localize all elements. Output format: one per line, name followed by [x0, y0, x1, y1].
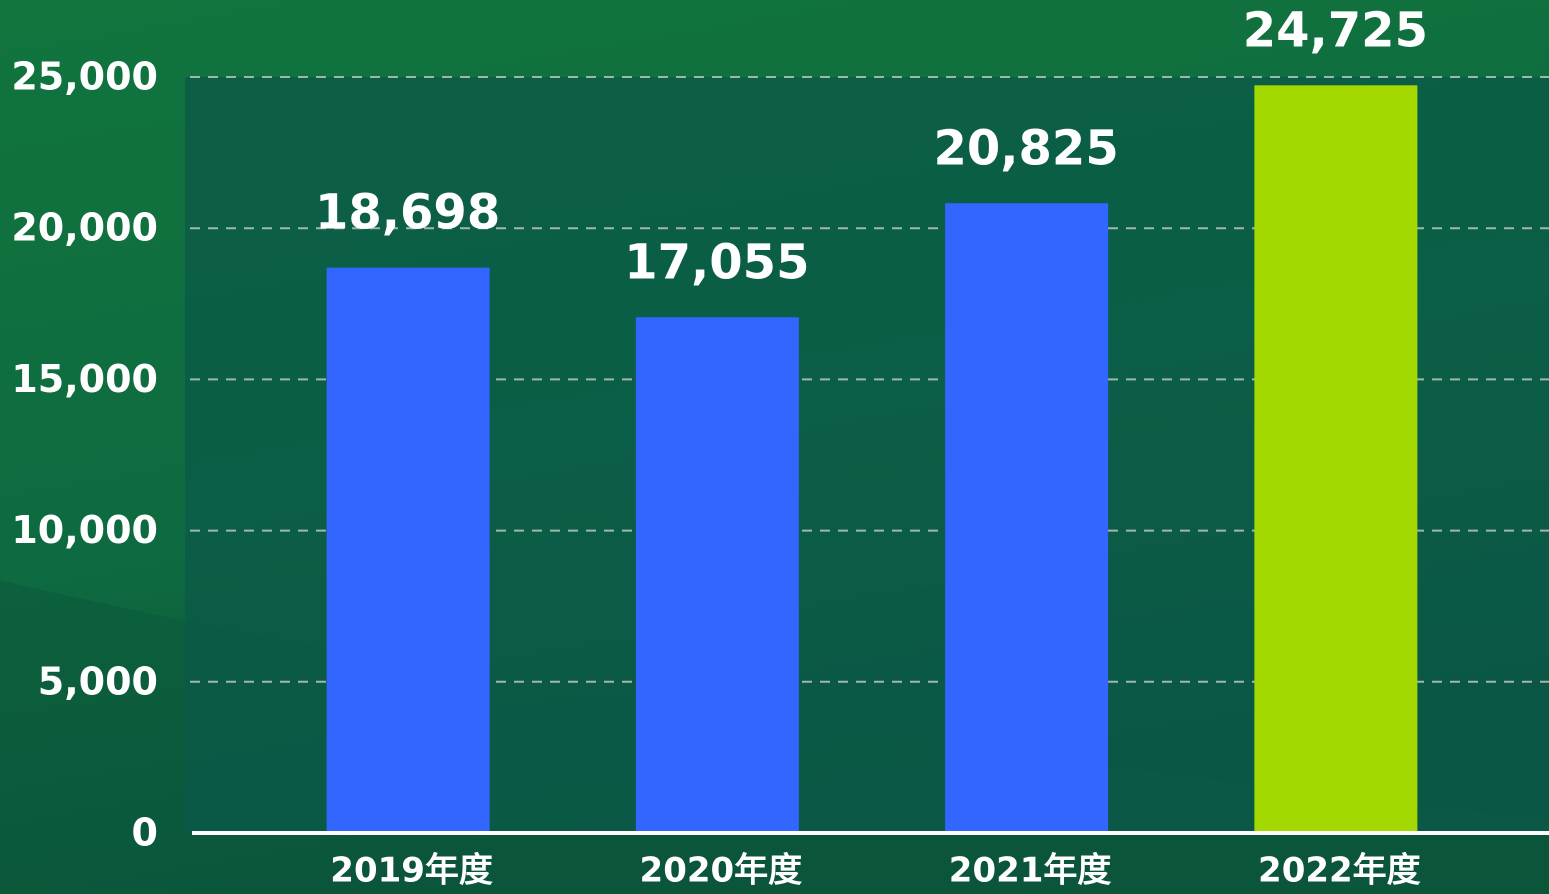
value-label: 24,725: [1243, 2, 1428, 58]
y-tick-label: 5,000: [38, 659, 158, 703]
bar: [326, 267, 490, 833]
y-tick-label: 10,000: [11, 508, 158, 552]
y-tick-label: 20,000: [11, 206, 158, 250]
value-label: 17,055: [624, 234, 809, 290]
y-tick-label: 25,000: [11, 55, 158, 99]
y-tick-label: 15,000: [11, 357, 158, 401]
value-label: 20,825: [934, 120, 1119, 176]
x-tick-label: 2022年度: [1258, 851, 1421, 891]
value-label: 18,698: [315, 185, 500, 241]
x-tick-label: 2020年度: [640, 851, 803, 891]
x-tick-label: 2021年度: [949, 851, 1112, 891]
bar: [635, 317, 799, 833]
bar: [945, 203, 1109, 833]
y-tick-label: 0: [132, 811, 158, 855]
x-tick-label: 2019年度: [330, 851, 493, 891]
bar: [1254, 85, 1418, 834]
